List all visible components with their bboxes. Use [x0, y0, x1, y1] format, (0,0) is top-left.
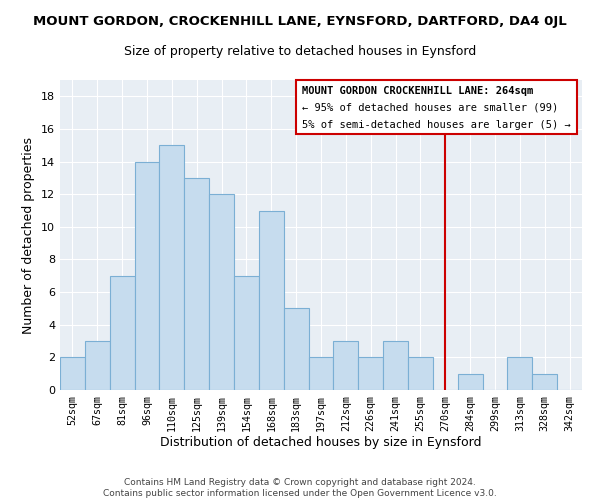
- Bar: [532, 374, 557, 390]
- Text: 5% of semi-detached houses are larger (5) →: 5% of semi-detached houses are larger (5…: [302, 120, 571, 130]
- Bar: [408, 358, 433, 390]
- Bar: [508, 358, 532, 390]
- Text: MOUNT GORDON, CROCKENHILL LANE, EYNSFORD, DARTFORD, DA4 0JL: MOUNT GORDON, CROCKENHILL LANE, EYNSFORD…: [33, 15, 567, 28]
- Bar: [60, 358, 85, 390]
- Bar: [284, 308, 308, 390]
- Bar: [234, 276, 259, 390]
- Bar: [209, 194, 234, 390]
- FancyBboxPatch shape: [296, 80, 577, 134]
- Y-axis label: Number of detached properties: Number of detached properties: [22, 136, 35, 334]
- Bar: [383, 341, 408, 390]
- Text: ← 95% of detached houses are smaller (99): ← 95% of detached houses are smaller (99…: [302, 103, 559, 113]
- Bar: [458, 374, 482, 390]
- X-axis label: Distribution of detached houses by size in Eynsford: Distribution of detached houses by size …: [160, 436, 482, 450]
- Text: MOUNT GORDON CROCKENHILL LANE: 264sqm: MOUNT GORDON CROCKENHILL LANE: 264sqm: [302, 86, 533, 96]
- Bar: [308, 358, 334, 390]
- Text: Contains HM Land Registry data © Crown copyright and database right 2024.
Contai: Contains HM Land Registry data © Crown c…: [103, 478, 497, 498]
- Bar: [134, 162, 160, 390]
- Text: Size of property relative to detached houses in Eynsford: Size of property relative to detached ho…: [124, 45, 476, 58]
- Bar: [259, 210, 284, 390]
- Bar: [85, 341, 110, 390]
- Bar: [110, 276, 134, 390]
- Bar: [184, 178, 209, 390]
- Bar: [160, 146, 184, 390]
- Bar: [358, 358, 383, 390]
- Bar: [334, 341, 358, 390]
